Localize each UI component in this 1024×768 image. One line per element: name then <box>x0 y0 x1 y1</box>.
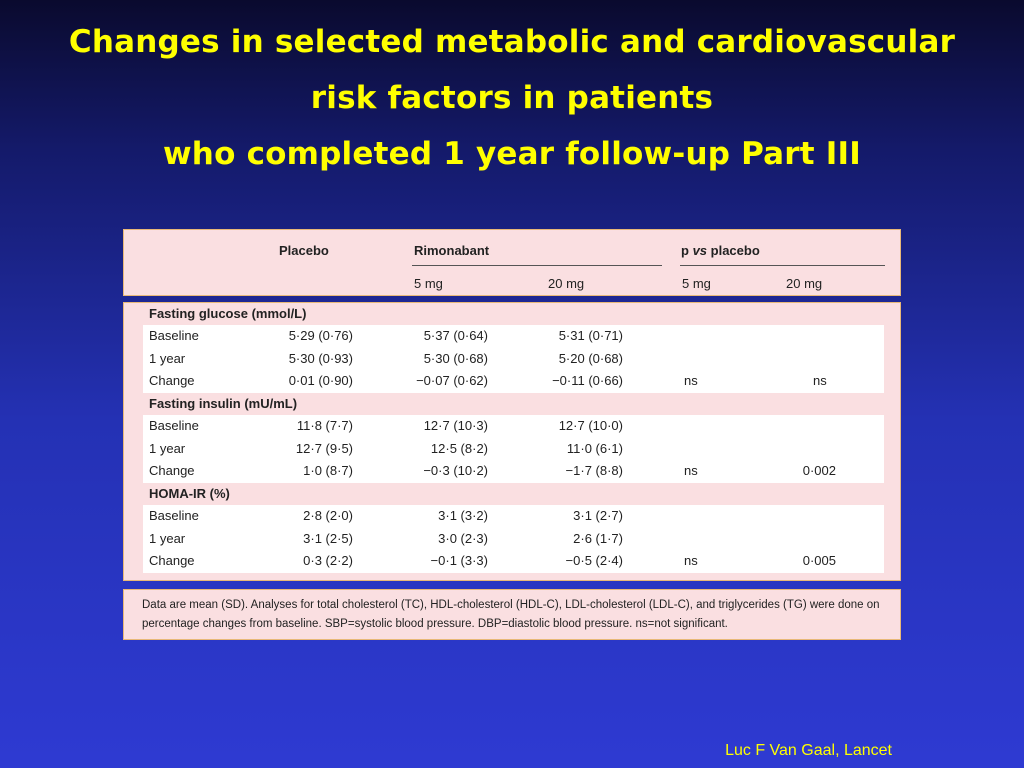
placebo-cell: 5·30 (0·93) <box>288 350 353 366</box>
placebo-header: Placebo <box>279 243 329 258</box>
p-20mg-cell: ns <box>813 373 827 388</box>
placebo-cell: 11·8 (7·7) <box>296 418 353 433</box>
section-homa-ir: HOMA-IR (%) <box>124 483 900 505</box>
p-20mg-cell: 0·005 <box>802 553 836 568</box>
rimo-20mg-cell: 5·20 (0·68) <box>558 350 623 366</box>
p-5mg-cell: ns <box>684 553 698 568</box>
section-fasting-insulin: Fasting insulin (mU/mL) <box>124 393 900 415</box>
p-5mg-cell: ns <box>684 373 698 388</box>
p-20mg-cell: 0·002 <box>802 463 836 478</box>
rimo-5mg-cell: −0·1 (3·3) <box>430 553 488 568</box>
rimo-20mg-cell: 2·6 (1·7) <box>573 530 623 546</box>
rimo-5mg-cell: 3·0 (2·3) <box>438 530 488 546</box>
rimo-5mg-cell: 12·7 (10·3) <box>423 418 488 433</box>
placebo-cell: 1·0 (8·7) <box>303 463 353 478</box>
section-fasting-glucose: Fasting glucose (mmol/L) <box>124 303 900 325</box>
p-rule <box>680 265 885 266</box>
p-5mg-cell: ns <box>684 463 698 478</box>
rimo-20mg-header: 20 mg <box>548 276 585 291</box>
section-rows: Baseline 5·29 (0·76) 5·37 (0·64) 5·31 (0… <box>143 325 884 393</box>
rimonabant-header: Rimonabant <box>414 243 490 258</box>
rimo-5mg-cell: 5·37 (0·64) <box>423 328 488 343</box>
placebo-cell: 3·1 (2·5) <box>303 530 353 546</box>
row-label: Baseline <box>149 328 199 343</box>
rimo-5mg-cell: 5·30 (0·68) <box>423 350 488 366</box>
table-row: 1 year 12·7 (9·5) 12·5 (8·2) 11·0 (6·1) <box>143 438 884 461</box>
section-label: Fasting glucose (mmol/L) <box>149 306 307 321</box>
section-label: Fasting insulin (mU/mL) <box>149 396 298 411</box>
title-line: who completed 1 year follow-up Part III <box>162 136 862 172</box>
rimo-20mg-cell: 12·7 (10·0) <box>558 418 623 433</box>
section-label: HOMA-IR (%) <box>149 486 230 501</box>
table-row: Change 0·01 (0·90) −0·07 (0·62) −0·11 (0… <box>143 370 884 393</box>
p-vs-placebo-header: p vs placebo <box>681 243 760 258</box>
rimo-20mg-cell: 3·1 (2·7) <box>573 508 623 523</box>
row-label: Change <box>149 463 195 478</box>
rimo-20mg-cell: −0·5 (2·4) <box>565 553 623 568</box>
p-5mg-header: 5 mg <box>682 276 711 291</box>
rimo-5mg-cell: −0·3 (10·2) <box>423 463 488 478</box>
rimonabant-rule <box>412 265 662 266</box>
rimo-5mg-cell: −0·07 (0·62) <box>416 373 488 388</box>
p-20mg-header: 20 mg <box>786 276 823 291</box>
title-line: Changes in selected metabolic and cardio… <box>68 24 956 60</box>
section-rows: Baseline 2·8 (2·0) 3·1 (3·2) 3·1 (2·7) 1… <box>143 505 884 573</box>
rimo-5mg-cell: 3·1 (3·2) <box>438 508 488 523</box>
row-label: Change <box>149 373 195 388</box>
placebo-cell: 5·29 (0·76) <box>288 328 353 343</box>
rimo-20mg-cell: 11·0 (6·1) <box>566 440 623 456</box>
row-label: 1 year <box>149 350 186 366</box>
slide-title: Changes in selected metabolic and cardio… <box>0 14 1024 182</box>
rimo-5mg-header: 5 mg <box>414 276 443 291</box>
row-label: Change <box>149 553 195 568</box>
table-row: Baseline 2·8 (2·0) 3·1 (3·2) 3·1 (2·7) <box>143 505 884 528</box>
table-row: 1 year 3·1 (2·5) 3·0 (2·3) 2·6 (1·7) <box>143 528 884 551</box>
table-row: Baseline 5·29 (0·76) 5·37 (0·64) 5·31 (0… <box>143 325 884 348</box>
table-header: Placebo Rimonabant p vs placebo 5 mg 20 … <box>123 229 901 296</box>
placebo-cell: 0·01 (0·90) <box>288 373 353 388</box>
table-row: 1 year 5·30 (0·93) 5·30 (0·68) 5·20 (0·6… <box>143 348 884 371</box>
source-citation: Luc F Van Gaal, Lancet <box>725 742 892 759</box>
rimo-20mg-cell: −1·7 (8·8) <box>565 463 623 478</box>
row-label: Baseline <box>149 508 199 523</box>
footnote-text: Data are mean (SD). Analyses for total c… <box>142 599 880 630</box>
rimo-20mg-cell: −0·11 (0·66) <box>552 373 623 388</box>
row-label: 1 year <box>149 440 186 456</box>
title-line: risk factors in patients <box>310 80 714 116</box>
section-rows: Baseline 11·8 (7·7) 12·7 (10·3) 12·7 (10… <box>143 415 884 483</box>
placebo-cell: 0·3 (2·2) <box>303 553 353 568</box>
table-body: Fasting glucose (mmol/L) Baseline 5·29 (… <box>123 302 901 581</box>
rimo-20mg-cell: 5·31 (0·71) <box>558 328 623 343</box>
table-row: Baseline 11·8 (7·7) 12·7 (10·3) 12·7 (10… <box>143 415 884 438</box>
row-label: 1 year <box>149 530 186 546</box>
table-row: Change 1·0 (8·7) −0·3 (10·2) −1·7 (8·8) … <box>143 460 884 483</box>
table-row: Change 0·3 (2·2) −0·1 (3·3) −0·5 (2·4) n… <box>143 550 884 573</box>
table-footnote: Data are mean (SD). Analyses for total c… <box>123 589 901 640</box>
rimo-5mg-cell: 12·5 (8·2) <box>430 440 488 456</box>
placebo-cell: 12·7 (9·5) <box>295 440 353 456</box>
row-label: Baseline <box>149 418 199 433</box>
placebo-cell: 2·8 (2·0) <box>303 508 353 523</box>
